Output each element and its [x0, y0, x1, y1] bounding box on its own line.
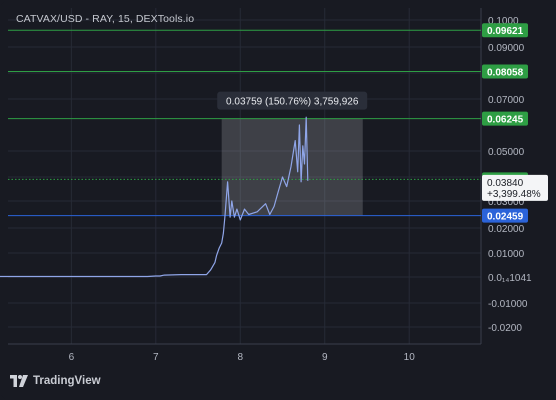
price-line-tag-label: 0.08058: [487, 67, 524, 78]
current-price-change: +3,399.48%: [487, 189, 541, 200]
chart-title: CATVAX/USD - RAY, 15, DEXTools.io: [16, 13, 195, 25]
price-line-tag: [482, 208, 528, 223]
y-tick-label: -0.0200: [488, 323, 522, 334]
y-tick-label: 0.1000: [488, 16, 519, 27]
price-line-tag-label: 0.06245: [487, 115, 524, 126]
price-line-tag-label: 0.09621: [487, 26, 524, 37]
measure-box: [221, 118, 363, 216]
y-tick-label: 0.01000: [488, 249, 525, 260]
watermark-label: TradingView: [33, 375, 101, 387]
price-series-line: [0, 116, 309, 278]
y-tick-label: 0.07000: [488, 95, 525, 106]
price-line-tag: [482, 23, 528, 38]
x-tick-label: 6: [69, 352, 75, 363]
x-tick-label: 10: [404, 352, 416, 363]
y-tick-label: 0.09000: [488, 43, 525, 54]
current-price-tag: [482, 174, 548, 201]
x-tick-label: 8: [237, 352, 243, 363]
tradingview-logo-icon: [10, 375, 28, 387]
price-line-tag-label: 0.02459: [487, 212, 524, 223]
x-tick-label: 7: [153, 352, 159, 363]
x-tick-label: 9: [322, 352, 328, 363]
y-tick-label: 0.0₁₄1041: [488, 273, 532, 284]
y-tick-label: 0.02000: [488, 224, 525, 235]
measure-label: 0.03759 (150.76%) 3,759,926: [226, 97, 359, 108]
price-line-tag: [482, 64, 528, 79]
y-tick-label: 0.03000: [488, 197, 525, 208]
y-tick-label: -0.01000: [488, 299, 528, 310]
current-price-label: 0.03840: [487, 178, 524, 189]
y-tick-label: 0.05000: [488, 147, 525, 158]
price-line-tag: [482, 111, 528, 126]
measure-label-bg: [217, 91, 368, 110]
tradingview-watermark[interactable]: TradingView: [10, 375, 101, 387]
